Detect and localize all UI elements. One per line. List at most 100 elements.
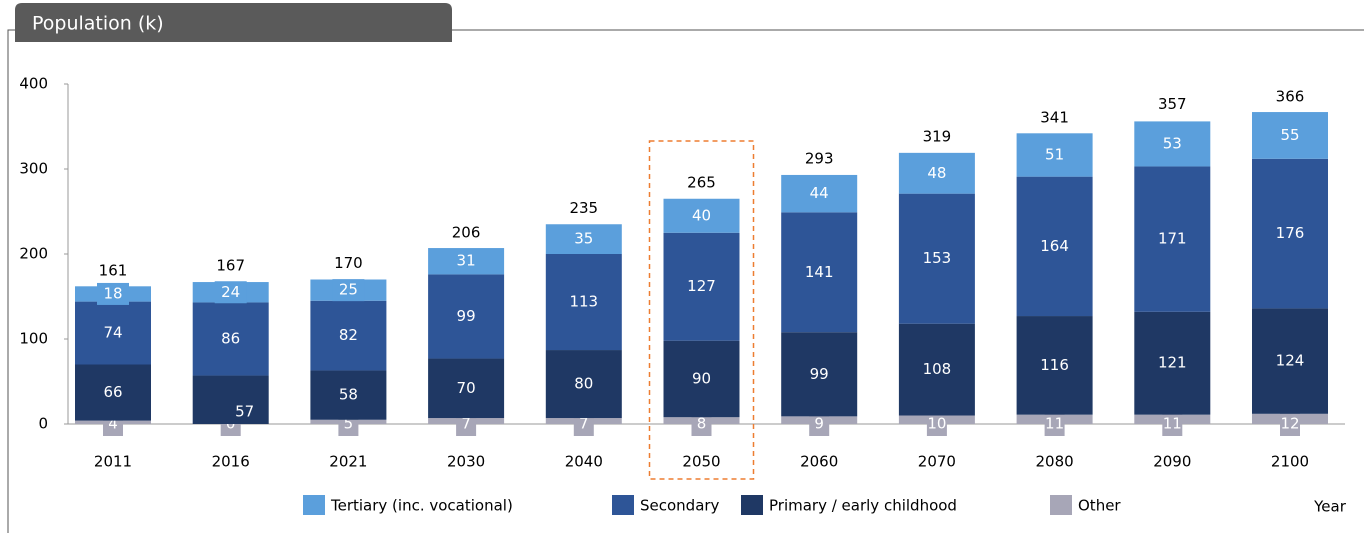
legend-label: Tertiary (inc. vocational) <box>330 497 513 515</box>
data-label: 7 <box>461 415 471 433</box>
data-label: 121 <box>1158 354 1187 372</box>
bar-segment <box>192 375 269 424</box>
y-tick-label: 400 <box>19 75 48 93</box>
x-tick-label: 2011 <box>94 453 132 471</box>
bar-segment <box>1252 158 1328 309</box>
bar-segment <box>898 193 975 324</box>
legend-swatch <box>303 495 325 515</box>
data-label: 7 <box>579 415 589 433</box>
data-label: 5 <box>344 415 354 433</box>
x-tick-label: 2050 <box>682 453 720 471</box>
other-label-box <box>1162 412 1183 436</box>
x-tick-label: 2060 <box>800 453 838 471</box>
data-label: 58 <box>339 386 358 404</box>
bar-segment <box>310 300 387 371</box>
data-label: 11 <box>1163 415 1182 433</box>
data-label: 8 <box>697 415 707 433</box>
data-label: 55 <box>1280 126 1299 144</box>
other-label-box <box>1280 412 1300 436</box>
data-label: 108 <box>923 360 952 378</box>
other-label-box <box>691 412 712 436</box>
bar-segment <box>1016 176 1093 317</box>
data-label: 18 <box>103 284 122 302</box>
data-label: 35 <box>574 230 593 248</box>
title-tab <box>15 3 452 42</box>
data-label: 70 <box>457 379 476 397</box>
total-label: 366 <box>1276 87 1305 105</box>
total-label: 265 <box>687 173 716 191</box>
label-box <box>332 279 365 302</box>
data-label: 44 <box>810 184 829 202</box>
label-box <box>97 282 129 305</box>
legend-label: Primary / early childhood <box>769 497 957 515</box>
legend-swatch <box>612 495 634 515</box>
x-tick-label: 2040 <box>565 453 603 471</box>
data-label: 66 <box>103 383 122 401</box>
bar-segment <box>663 232 740 341</box>
bar-segment <box>781 212 858 333</box>
x-axis-label: Year <box>1313 498 1347 516</box>
data-label: 153 <box>923 249 952 267</box>
total-label: 319 <box>923 127 952 145</box>
total-label: 357 <box>1158 95 1187 113</box>
bar-segment <box>75 364 151 421</box>
x-tick-label: 2100 <box>1271 453 1309 471</box>
total-label: 206 <box>452 223 481 241</box>
bar-segment <box>545 254 622 351</box>
data-label: 164 <box>1040 237 1069 255</box>
bar-segment <box>1134 311 1211 415</box>
x-tick-label: 2080 <box>1036 453 1074 471</box>
data-label: 99 <box>457 307 476 325</box>
chart-title: Population (k) <box>32 13 164 35</box>
total-label: 167 <box>216 257 245 275</box>
bar-segment <box>781 332 858 417</box>
data-label: 141 <box>805 263 834 281</box>
y-tick-label: 300 <box>19 160 48 178</box>
bar-segment <box>75 301 151 365</box>
bar-segment <box>898 152 975 194</box>
bar-segment <box>1134 166 1211 312</box>
total-label: 293 <box>805 149 834 167</box>
data-label: 90 <box>692 369 711 387</box>
data-label: 57 <box>235 402 254 420</box>
highlight-box <box>648 140 755 480</box>
data-label: 31 <box>457 252 476 270</box>
bar-segment <box>545 224 622 254</box>
frame <box>7 29 1364 533</box>
total-label: 341 <box>1040 109 1069 127</box>
data-label: 74 <box>103 324 122 342</box>
data-label: 9 <box>814 415 824 433</box>
bar-segment <box>428 358 505 419</box>
bar-segment <box>428 274 505 359</box>
bar-segment <box>781 174 858 213</box>
data-label: 124 <box>1276 352 1305 370</box>
x-tick-label: 2021 <box>329 453 367 471</box>
x-tick-label: 2016 <box>212 453 250 471</box>
data-label: 12 <box>1280 415 1299 433</box>
data-label: 11 <box>1045 415 1064 433</box>
bar-segment <box>1252 112 1328 159</box>
bar-segment <box>663 340 740 418</box>
bar-segment <box>663 198 740 233</box>
legend-swatch <box>741 495 763 515</box>
legend-label: Secondary <box>640 497 720 515</box>
data-label: 48 <box>927 164 946 182</box>
total-label: 235 <box>569 199 598 217</box>
data-label: 53 <box>1163 134 1182 152</box>
x-tick-label: 2070 <box>918 453 956 471</box>
x-tick-label: 2030 <box>447 453 485 471</box>
data-label: 171 <box>1158 230 1187 248</box>
data-label: 25 <box>339 281 358 299</box>
data-label: 10 <box>927 415 946 433</box>
y-tick-label: 100 <box>19 330 48 348</box>
bar-segment <box>192 302 269 376</box>
bar-segment <box>898 323 975 416</box>
data-label: 24 <box>221 283 240 301</box>
data-label: 99 <box>810 365 829 383</box>
data-label: 127 <box>687 277 716 295</box>
data-label: 40 <box>692 206 711 224</box>
data-label: 4 <box>108 415 118 433</box>
bar-segment <box>545 350 622 419</box>
y-tick-label: 0 <box>38 415 48 433</box>
